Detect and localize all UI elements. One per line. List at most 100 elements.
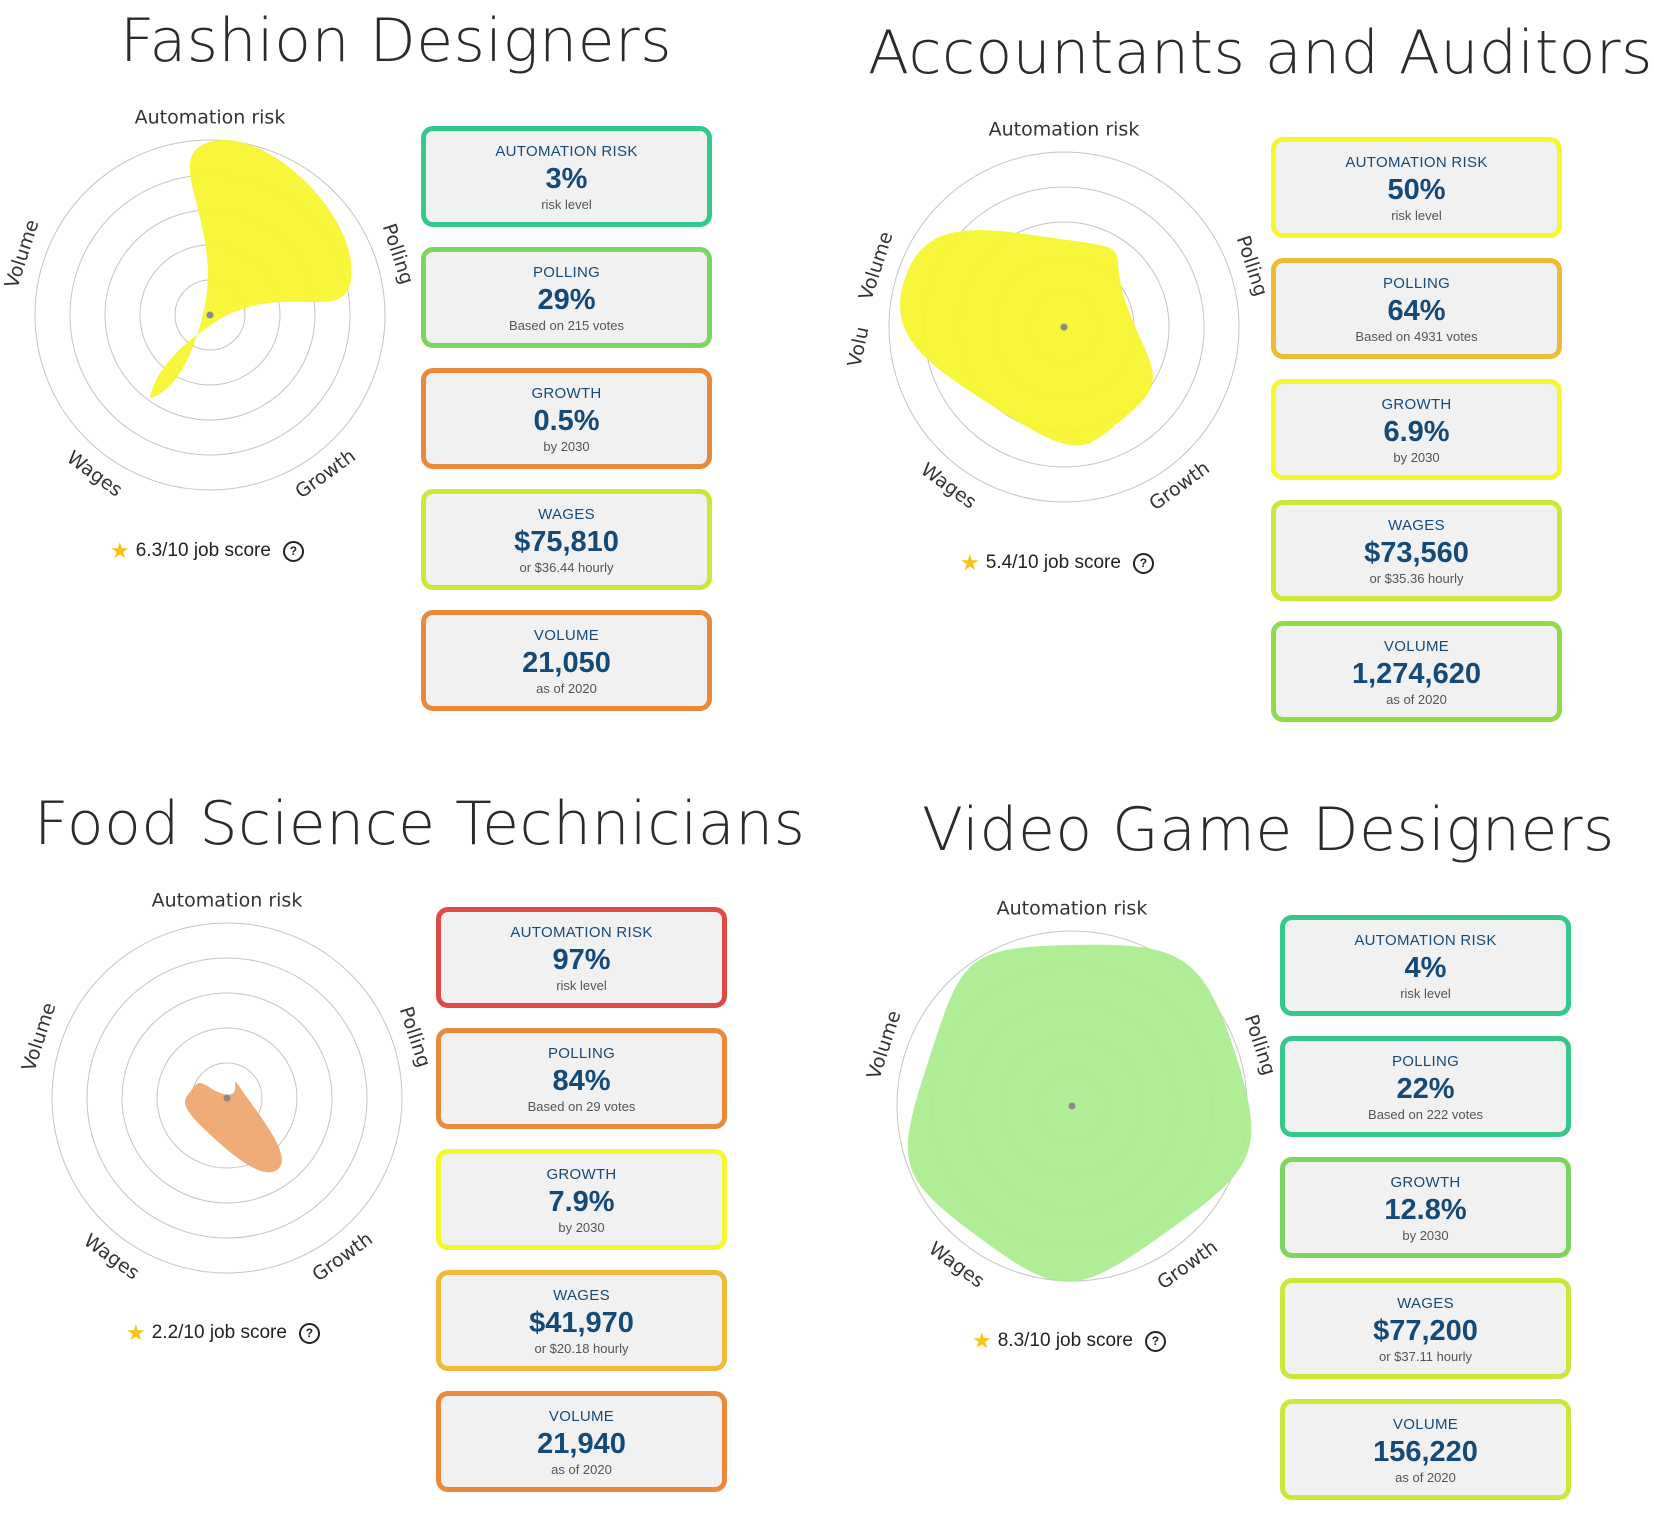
radar-axis-label: Growth <box>291 445 360 503</box>
stat-value: $73,560 <box>1364 537 1469 569</box>
stat-value: 29% <box>537 284 596 316</box>
radar-axis-label: Wages <box>925 1238 989 1293</box>
radar-grid-ring <box>34 139 386 491</box>
stat-label: GROWTH <box>1390 1174 1461 1191</box>
stat-sub: by 2030 <box>1393 450 1440 465</box>
job-score: ★ 8.3/10 job score ? <box>972 1330 1166 1352</box>
stat-value: 21,050 <box>522 647 611 679</box>
radar-axis-label: Wages <box>917 459 981 514</box>
occupation-title: Food Science Technicians <box>34 789 806 859</box>
radar-axis-label: Polling <box>1232 233 1272 299</box>
radar-axis-label: Automation risk <box>152 890 303 912</box>
radar-axis-label-overlap: Volu <box>844 325 874 369</box>
job-score-text: 8.3/10 job score <box>997 1330 1133 1351</box>
stat-sub: as of 2020 <box>536 681 597 696</box>
stat-card-polling: POLLING 29% Based on 215 votes <box>421 247 712 348</box>
stat-card-volume: VOLUME 21,940 as of 2020 <box>436 1391 727 1492</box>
stat-value: 12.8% <box>1384 1194 1467 1226</box>
help-icon[interactable]: ? <box>1144 1330 1166 1352</box>
stat-card-wages: WAGES $41,970 or $20.18 hourly <box>436 1270 727 1371</box>
stat-sub: or $20.18 hourly <box>534 1341 629 1356</box>
radar-area <box>900 230 1153 446</box>
radar-axis-label: Polling <box>378 221 418 287</box>
radar-axis-label: Growth <box>1145 457 1214 515</box>
stat-label: GROWTH <box>1381 396 1452 413</box>
stat-label: AUTOMATION RISK <box>510 924 653 941</box>
stat-label: POLLING <box>532 264 601 281</box>
job-score-text: 6.3/10 job score <box>135 540 271 561</box>
stat-value: 22% <box>1396 1073 1455 1105</box>
stat-sub: by 2030 <box>1402 1228 1449 1243</box>
stat-sub: or $35.36 hourly <box>1369 571 1464 586</box>
radar-axis-label: Automation risk <box>135 107 286 129</box>
stat-value: 64% <box>1387 295 1446 327</box>
stat-sub: as of 2020 <box>1386 692 1447 707</box>
stat-value: $41,970 <box>529 1307 634 1339</box>
stat-sub: or $36.44 hourly <box>519 560 614 575</box>
stat-label: POLLING <box>1382 275 1451 292</box>
stat-value: 3% <box>545 163 588 195</box>
radar-area <box>184 1081 282 1173</box>
stat-value: 0.5% <box>533 405 600 437</box>
star-icon: ★ <box>126 1320 146 1345</box>
occupation-title: Accountants and Auditors <box>868 18 1653 88</box>
stat-card-volume: VOLUME 156,220 as of 2020 <box>1280 1399 1571 1500</box>
radar-chart: Automation risk Polling Growth Wages Volume V… <box>844 119 1272 516</box>
stat-value: 1,274,620 <box>1351 658 1481 690</box>
stat-label: WAGES <box>553 1287 610 1304</box>
radar-axis-label: Volume <box>1 217 44 291</box>
star-icon: ★ <box>960 550 980 575</box>
radar-center-dot <box>223 1094 231 1102</box>
stat-card-wages: WAGES $75,810 or $36.44 hourly <box>421 489 712 590</box>
stat-card-growth: GROWTH 7.9% by 2030 <box>436 1149 727 1250</box>
radar-area <box>907 944 1252 1282</box>
stat-label: POLLING <box>1391 1053 1460 1070</box>
radar-chart: Automation risk Polling Growth Wages Volume <box>18 890 435 1287</box>
stat-value: 156,220 <box>1373 1436 1478 1468</box>
stat-card-automation-risk: AUTOMATION RISK 4% risk level <box>1280 915 1571 1016</box>
radar-center-dot <box>1060 323 1068 331</box>
help-icon[interactable]: ? <box>282 540 304 562</box>
stat-label: WAGES <box>1397 1295 1454 1312</box>
stat-value: 21,940 <box>537 1428 626 1460</box>
radar-axis-label: Growth <box>1153 1236 1222 1294</box>
stat-value: 7.9% <box>548 1186 615 1218</box>
radar-axis-label: Automation risk <box>997 898 1148 920</box>
stat-label: WAGES <box>1388 517 1445 534</box>
stat-card-polling: POLLING 22% Based on 222 votes <box>1280 1036 1571 1137</box>
help-icon[interactable]: ? <box>1132 552 1154 574</box>
radar-grid-ring <box>121 992 333 1204</box>
help-icon[interactable]: ? <box>298 1322 320 1344</box>
job-score: ★ 6.3/10 job score ? <box>110 540 304 562</box>
radar-chart: Automation risk Polling Growth Wages Volume <box>1 107 418 504</box>
stat-sub: or $37.11 hourly <box>1379 1349 1472 1364</box>
stat-sub: as of 2020 <box>551 1462 612 1477</box>
job-score-text: 5.4/10 job score <box>985 552 1121 573</box>
stat-card-polling: POLLING 64% Based on 4931 votes <box>1271 258 1562 359</box>
stat-sub: risk level <box>1391 208 1442 223</box>
stat-sub: Based on 222 votes <box>1368 1107 1483 1122</box>
radar-grid-ring <box>888 151 1240 503</box>
stat-card-automation-risk: AUTOMATION RISK 3% risk level <box>421 126 712 227</box>
stat-card-volume: VOLUME 1,274,620 as of 2020 <box>1271 621 1562 722</box>
radar-axis-label: Growth <box>308 1228 377 1286</box>
radar-axis-label: Volume <box>855 229 898 303</box>
stat-value: 84% <box>552 1065 611 1097</box>
radar-area <box>147 139 352 401</box>
radar-grid-ring <box>156 1027 298 1169</box>
radar-axis-label: Wages <box>63 447 127 502</box>
occupation-title: Fashion Designers <box>120 6 672 76</box>
stat-sub: risk level <box>556 978 607 993</box>
stat-label: VOLUME <box>548 1408 615 1425</box>
stat-value: 50% <box>1387 174 1446 206</box>
stat-sub: Based on 29 votes <box>527 1099 636 1114</box>
stat-value: $75,810 <box>514 526 619 558</box>
stat-card-growth: GROWTH 12.8% by 2030 <box>1280 1157 1571 1258</box>
stat-label: POLLING <box>547 1045 616 1062</box>
job-score: ★ 5.4/10 job score ? <box>960 552 1154 574</box>
stat-label: AUTOMATION RISK <box>1354 932 1497 949</box>
radar-axis-label: Automation risk <box>989 119 1140 141</box>
star-icon: ★ <box>972 1328 992 1353</box>
stat-sub: Based on 4931 votes <box>1355 329 1478 344</box>
stat-value: 97% <box>552 944 611 976</box>
